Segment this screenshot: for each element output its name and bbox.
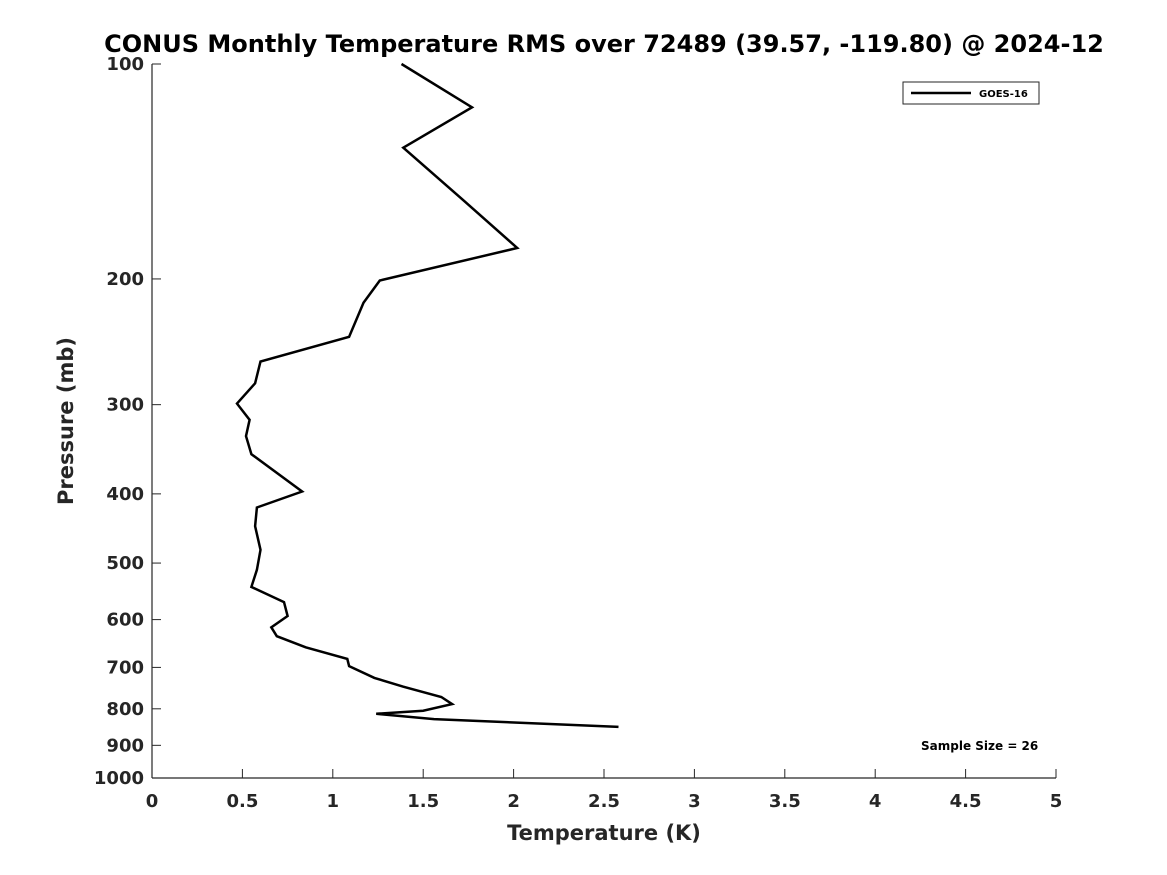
y-tick-label: 400 <box>106 484 144 505</box>
series-layer <box>235 62 619 729</box>
x-tick-label: 2.5 <box>588 791 620 812</box>
y-tick-label: 700 <box>106 657 144 678</box>
x-tick-label: 0 <box>146 791 159 812</box>
y-tick-label: 500 <box>106 553 144 574</box>
legend-label: GOES-16 <box>979 89 1028 100</box>
y-axis-label: Pressure (mb) <box>54 337 78 505</box>
legend: GOES-16 <box>902 81 1040 105</box>
x-tick-label: 4 <box>869 791 882 812</box>
y-tick-label: 900 <box>106 735 144 756</box>
x-axis-label: Temperature (K) <box>507 821 701 845</box>
series-line-goes-16 <box>235 62 619 729</box>
y-tick-label: 200 <box>106 269 144 290</box>
y-ticks: 100 200 300 400 500 600 700 800 900 1000 <box>94 54 161 789</box>
x-tick-label: 3 <box>688 791 701 812</box>
chart-title: CONUS Monthly Temperature RMS over 72489… <box>104 30 1104 58</box>
x-tick-label: 3.5 <box>769 791 801 812</box>
x-tick-label: 1.5 <box>407 791 439 812</box>
y-tick-label: 100 <box>106 54 144 75</box>
y-tick-label: 300 <box>106 395 144 416</box>
x-tick-label: 5 <box>1050 791 1063 812</box>
x-ticks: 0 0.5 1 1.5 2 2.5 3 3.5 4 4.5 5 <box>146 769 1063 812</box>
sample-size-annotation: Sample Size = 26 <box>921 739 1038 753</box>
x-tick-label: 2 <box>507 791 520 812</box>
x-tick-label: 4.5 <box>950 791 982 812</box>
y-tick-label: 1000 <box>94 768 144 789</box>
x-tick-label: 0.5 <box>226 791 258 812</box>
x-tick-label: 1 <box>327 791 340 812</box>
y-tick-label: 600 <box>106 610 144 631</box>
y-tick-label: 800 <box>106 699 144 720</box>
